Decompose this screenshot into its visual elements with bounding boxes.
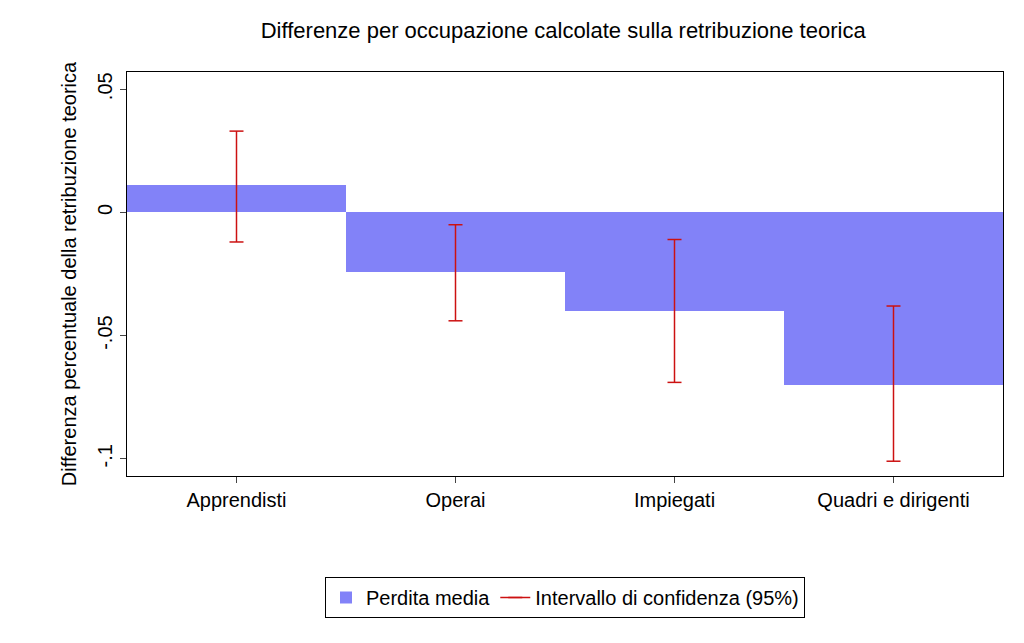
svg-text:Perdita media: Perdita media [366,587,490,609]
svg-text:Differenze per occupazione cal: Differenze per occupazione calcolate sul… [261,18,867,43]
svg-text:.05: .05 [94,72,116,100]
svg-text:-.1: -.1 [94,444,116,467]
svg-text:Quadri e dirigenti: Quadri e dirigenti [817,489,969,511]
svg-text:Impiegati: Impiegati [634,489,715,511]
svg-text:Operai: Operai [425,489,485,511]
svg-text:-.05: -.05 [94,315,116,349]
svg-text:Intervallo di confidenza (95%): Intervallo di confidenza (95%) [535,587,798,609]
svg-text:0: 0 [94,204,116,215]
svg-text:Differenza percentuale della r: Differenza percentuale della retribuzion… [58,61,80,486]
svg-text:Apprendisti: Apprendisti [186,489,286,511]
